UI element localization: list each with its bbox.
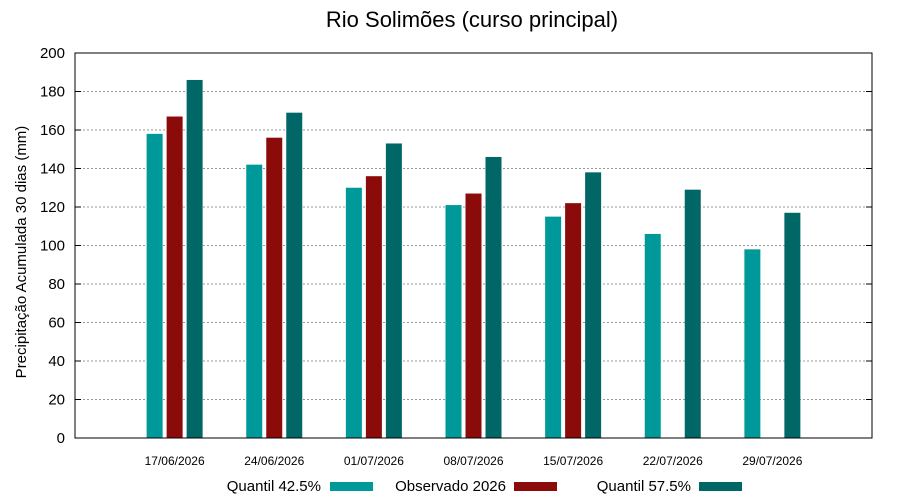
plot-frame [74, 52, 873, 439]
x-axis-ticks: 17/06/2026 24/06/2026 01/07/2026 08/07/2026… [145, 454, 803, 468]
bar-quantil-57-5--0 [186, 79, 203, 438]
x-tick-label: 17/06/2026 [145, 454, 205, 468]
x-tick-label: 22/07/2026 [643, 454, 703, 468]
bar-quantil-57-5--6 [784, 212, 801, 438]
bar-observado-2026-4 [565, 203, 582, 438]
grid-lines [75, 91, 872, 400]
y-tick-label: 160 [40, 122, 65, 139]
x-tick-label: 15/07/2026 [543, 454, 603, 468]
y-tick-label: 80 [48, 276, 65, 293]
x-tick-label: 08/07/2026 [443, 454, 503, 468]
bar-quantil-42-5--2 [345, 187, 362, 438]
bar-quantil-42-5--4 [545, 216, 562, 438]
bar-quantil-57-5--4 [585, 172, 602, 438]
legend: Quantil 42.5% Observado 2026 Quantil 57.5% [227, 478, 742, 495]
bar-quantil-42-5--0 [146, 133, 163, 438]
bar-quantil-42-5--6 [744, 249, 761, 438]
legend-swatch [699, 482, 742, 491]
y-tick-label: 40 [48, 353, 65, 370]
bar-observado-2026-2 [365, 176, 382, 438]
y-tick-label: 200 [40, 45, 65, 62]
bar-quantil-57-5--2 [385, 143, 402, 438]
bar-quantil-42-5--5 [644, 233, 661, 438]
bar-quantil-57-5--1 [286, 112, 303, 439]
y-tick-label: 60 [48, 315, 65, 332]
y-tick-label: 0 [57, 430, 65, 447]
legend-label: Quantil 42.5% [227, 478, 321, 495]
y-axis-ticks: 0 20 40 60 80 100 120 140 160 180 200 [40, 45, 872, 447]
x-tick-label: 29/07/2026 [742, 454, 802, 468]
bar-quantil-57-5--3 [485, 156, 502, 438]
legend-swatch [330, 482, 373, 491]
bar-observado-2026-3 [465, 193, 482, 438]
bar-quantil-57-5--5 [684, 189, 701, 438]
legend-label: Observado 2026 [395, 478, 506, 495]
y-tick-label: 20 [48, 392, 65, 409]
bar-quantil-42-5--1 [246, 164, 263, 438]
bar-group [146, 79, 801, 439]
bar-observado-2026-0 [166, 116, 183, 439]
y-tick-label: 120 [40, 199, 65, 216]
y-tick-label: 100 [40, 238, 65, 255]
y-axis-label: Precipitação Acumulada 30 dias (mm) [13, 126, 30, 379]
legend-swatch [514, 482, 557, 491]
y-tick-label: 180 [40, 84, 65, 101]
x-tick-label: 24/06/2026 [244, 454, 304, 468]
y-tick-label: 140 [40, 161, 65, 178]
bar-quantil-42-5--3 [445, 205, 462, 438]
bar-observado-2026-1 [266, 137, 283, 438]
x-tick-label: 01/07/2026 [344, 454, 404, 468]
chart-title: Rio Solimões (curso principal) [326, 7, 618, 32]
legend-label: Quantil 57.5% [597, 478, 691, 495]
